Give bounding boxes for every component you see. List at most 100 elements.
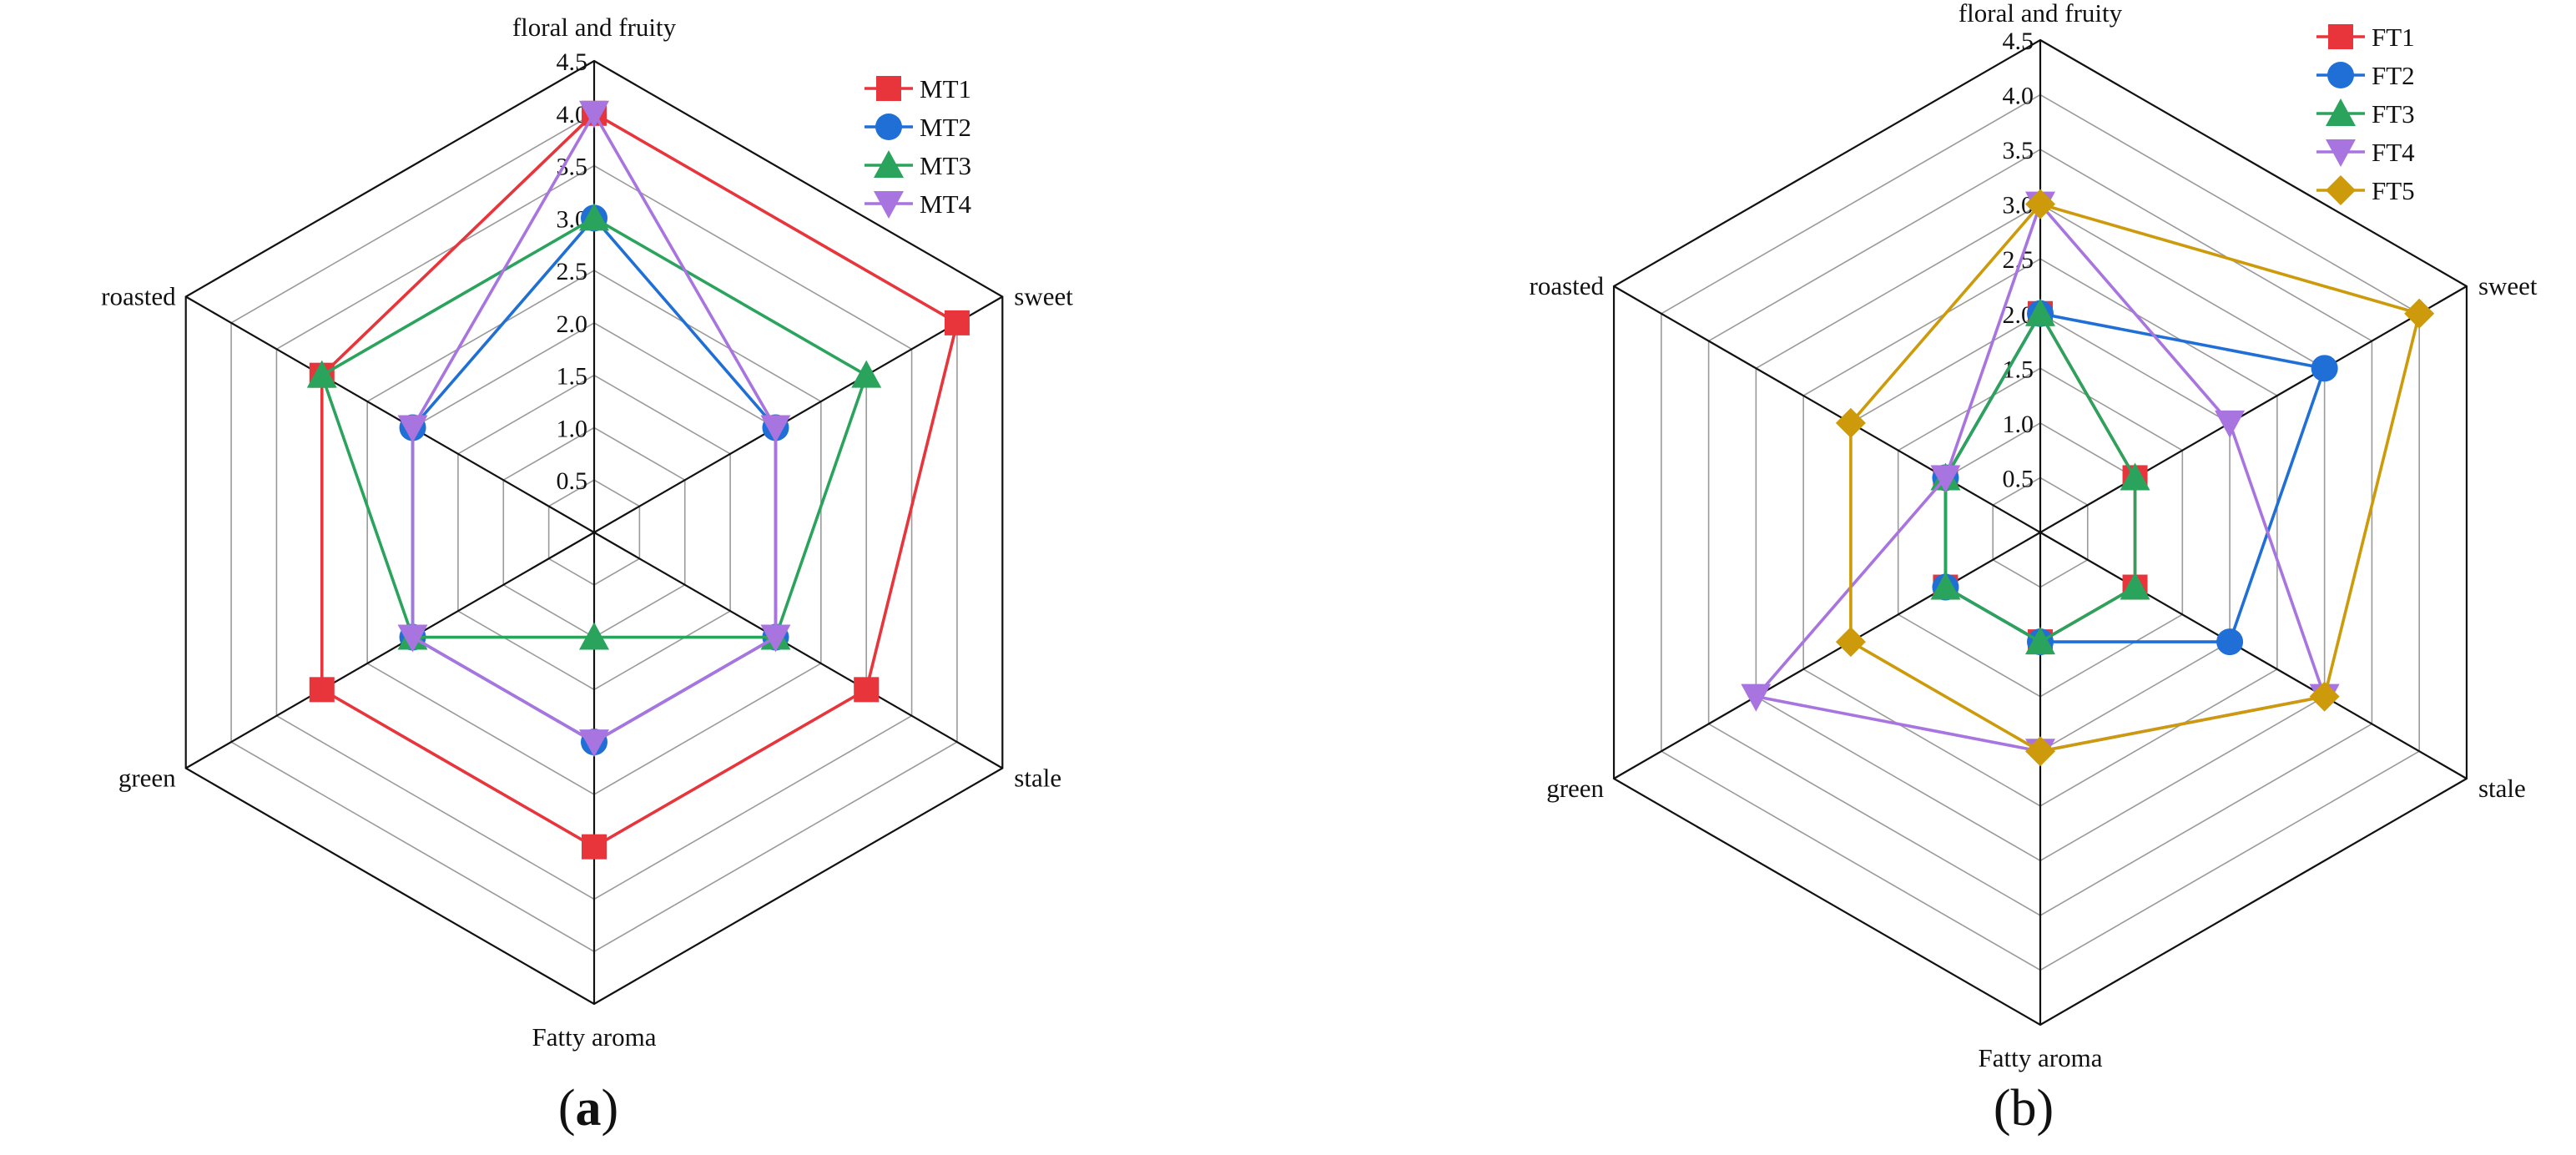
panel-label-b: (b) xyxy=(1994,1080,2054,1137)
axis-label-roasted: roasted xyxy=(101,282,176,311)
legend-marker-mt2 xyxy=(875,113,902,140)
data-point-ft4-roasted xyxy=(1930,465,1961,493)
data-point-ft4-green xyxy=(1741,683,1772,712)
legend-label-mt1: MT1 xyxy=(920,74,971,103)
tick-label: 0.5 xyxy=(557,467,588,495)
legend-label-ft4: FT4 xyxy=(2372,138,2415,167)
data-point-ft3-floral-and-fruity xyxy=(2025,298,2055,326)
legend-label-mt2: MT2 xyxy=(920,113,971,142)
axis-label-stale: stale xyxy=(1014,764,1061,793)
data-point-mt3-floral-and-fruity xyxy=(579,203,609,231)
data-point-mt4-sweet xyxy=(760,415,791,443)
series-ft5 xyxy=(1835,189,2435,767)
axis-label-stale: stale xyxy=(2478,774,2526,803)
axis-label-floral-and-fruity: floral and fruity xyxy=(512,13,677,42)
tick-label: 1.0 xyxy=(557,415,588,442)
data-point-ft3-stale xyxy=(2120,572,2150,600)
legend-label-ft3: FT3 xyxy=(2372,99,2415,129)
legend-label-mt3: MT3 xyxy=(920,151,971,180)
tick-label: 4.5 xyxy=(557,48,588,76)
data-point-mt1-green xyxy=(309,677,335,703)
axis-label-green: green xyxy=(1546,774,1604,803)
legend-label-ft1: FT1 xyxy=(2372,23,2415,52)
data-point-ft5-sweet xyxy=(2404,298,2435,329)
data-point-mt4-green xyxy=(397,624,428,653)
axis-label-roasted: roasted xyxy=(1530,271,1605,300)
axis-label-fatty-aroma: Fatty aroma xyxy=(1979,1043,2103,1072)
legend-item-mt1: MT1 xyxy=(865,74,971,103)
axis-label-fatty-aroma: Fatty aroma xyxy=(532,1022,657,1052)
data-point-mt1-stale xyxy=(854,677,880,703)
data-point-mt4-roasted xyxy=(397,415,428,443)
data-point-mt1-sweet xyxy=(944,310,970,335)
legend-b: FT1 FT2 FT3 FT4 FT5 xyxy=(2316,23,2415,205)
axis-label-green: green xyxy=(118,764,176,793)
tick-label: 0.5 xyxy=(2003,465,2034,492)
legend-label-ft2: FT2 xyxy=(2372,61,2415,90)
legend-marker-mt4 xyxy=(874,191,904,219)
axis-spoke-sweet xyxy=(2039,285,2468,533)
data-point-ft5-floral-and-fruity xyxy=(2025,189,2055,219)
data-point-mt4-floral-and-fruity xyxy=(579,100,609,129)
axis-spoke-roasted xyxy=(1613,285,2041,533)
legend-marker-ft5 xyxy=(2326,175,2356,205)
tick-label: 2.0 xyxy=(557,310,588,338)
data-point-mt4-fatty-aroma xyxy=(579,729,609,758)
tick-label: 1.0 xyxy=(2003,411,2034,438)
legend-item-ft2: FT2 xyxy=(2316,61,2415,90)
data-point-ft5-green xyxy=(1835,627,1866,658)
legend-marker-mt3 xyxy=(874,150,904,178)
legend-item-ft5: FT5 xyxy=(2316,175,2415,205)
legend-item-mt3: MT3 xyxy=(865,150,971,180)
legend-marker-mt1 xyxy=(876,76,901,101)
legend-item-ft1: FT1 xyxy=(2316,23,2415,52)
data-point-ft3-fatty-aroma xyxy=(2025,627,2055,655)
data-point-mt3-fatty-aroma xyxy=(579,622,609,650)
series-line-mt1 xyxy=(320,111,959,849)
legend-label-mt4: MT4 xyxy=(920,189,972,219)
series-mt1 xyxy=(309,100,970,860)
data-point-mt3-roasted xyxy=(306,360,337,388)
axis-spoke-green xyxy=(185,532,595,769)
data-point-mt3-sweet xyxy=(851,360,882,388)
data-point-mt4-stale xyxy=(760,624,791,653)
data-point-ft5-fatty-aroma xyxy=(2025,736,2055,767)
legend-marker-ft3 xyxy=(2326,98,2356,126)
axis-label-sweet: sweet xyxy=(2478,271,2538,300)
tick-label: 3.5 xyxy=(2003,137,2034,164)
axis-spoke-sweet xyxy=(593,295,1003,533)
legend-item-mt4: MT4 xyxy=(865,189,972,219)
legend-item-mt2: MT2 xyxy=(865,113,971,142)
legend-marker-ft2 xyxy=(2327,62,2354,88)
tick-label: 3.5 xyxy=(557,154,588,181)
axis-spoke-roasted xyxy=(185,295,595,533)
data-point-mt1-fatty-aroma xyxy=(582,834,607,860)
tick-label: 4.5 xyxy=(2003,28,2034,55)
tick-label: 2.5 xyxy=(557,258,588,285)
panel-label-a: (a) xyxy=(558,1080,618,1137)
data-point-ft5-roasted xyxy=(1835,407,1866,438)
axis-label-sweet: sweet xyxy=(1014,282,1073,311)
axis-spoke-stale xyxy=(2039,532,2468,779)
data-point-ft2-sweet xyxy=(2311,355,2338,382)
legend-a: MT1 MT2 MT3 MT4 xyxy=(865,74,972,219)
axis-label-floral-and-fruity: floral and fruity xyxy=(1958,0,2123,28)
axis-spoke-stale xyxy=(593,532,1003,769)
axis-spoke-green xyxy=(1613,532,2041,779)
data-point-ft4-sweet xyxy=(2215,410,2246,438)
series-mt4 xyxy=(397,100,791,758)
data-point-ft3-green xyxy=(1930,572,1961,600)
data-point-ft3-sweet xyxy=(2120,462,2150,491)
data-point-ft5-stale xyxy=(2309,681,2340,712)
tick-label: 1.5 xyxy=(557,363,588,391)
legend-item-ft4: FT4 xyxy=(2316,138,2415,167)
data-point-ft2-stale xyxy=(2216,628,2244,656)
legend-marker-ft4 xyxy=(2326,139,2356,167)
legend-item-ft3: FT3 xyxy=(2316,98,2415,129)
legend-label-ft5: FT5 xyxy=(2372,176,2415,205)
tick-label: 4.0 xyxy=(2003,83,2034,110)
legend-marker-ft1 xyxy=(2328,24,2353,49)
